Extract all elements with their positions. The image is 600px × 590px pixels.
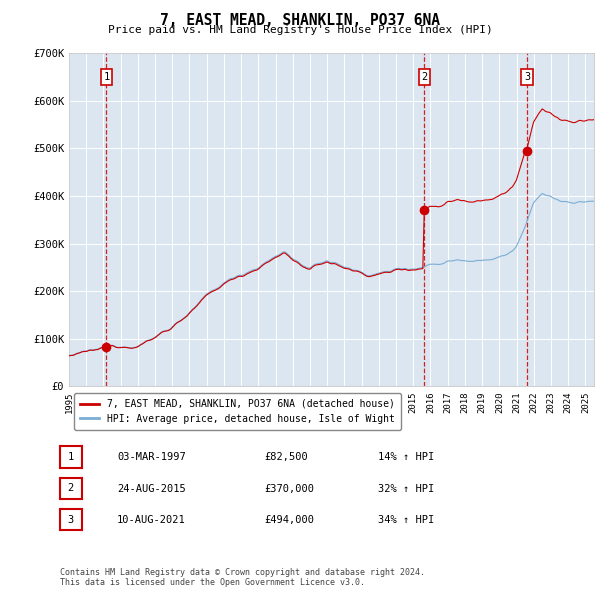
Text: Contains HM Land Registry data © Crown copyright and database right 2024.
This d: Contains HM Land Registry data © Crown c… — [60, 568, 425, 587]
Text: 10-AUG-2021: 10-AUG-2021 — [117, 515, 186, 525]
Text: 1: 1 — [103, 72, 109, 82]
Text: 2: 2 — [68, 483, 74, 493]
Text: £82,500: £82,500 — [264, 453, 308, 462]
Text: Price paid vs. HM Land Registry's House Price Index (HPI): Price paid vs. HM Land Registry's House … — [107, 25, 493, 35]
Text: 1: 1 — [68, 452, 74, 462]
Text: 32% ↑ HPI: 32% ↑ HPI — [378, 484, 434, 493]
Text: 3: 3 — [524, 72, 530, 82]
Text: 2: 2 — [421, 72, 428, 82]
Text: £494,000: £494,000 — [264, 515, 314, 525]
Legend: 7, EAST MEAD, SHANKLIN, PO37 6NA (detached house), HPI: Average price, detached : 7, EAST MEAD, SHANKLIN, PO37 6NA (detach… — [74, 393, 401, 430]
Text: 7, EAST MEAD, SHANKLIN, PO37 6NA: 7, EAST MEAD, SHANKLIN, PO37 6NA — [160, 13, 440, 28]
Text: £370,000: £370,000 — [264, 484, 314, 493]
Text: 34% ↑ HPI: 34% ↑ HPI — [378, 515, 434, 525]
Text: 3: 3 — [68, 514, 74, 525]
Text: 03-MAR-1997: 03-MAR-1997 — [117, 453, 186, 462]
Text: 14% ↑ HPI: 14% ↑ HPI — [378, 453, 434, 462]
Text: 24-AUG-2015: 24-AUG-2015 — [117, 484, 186, 493]
